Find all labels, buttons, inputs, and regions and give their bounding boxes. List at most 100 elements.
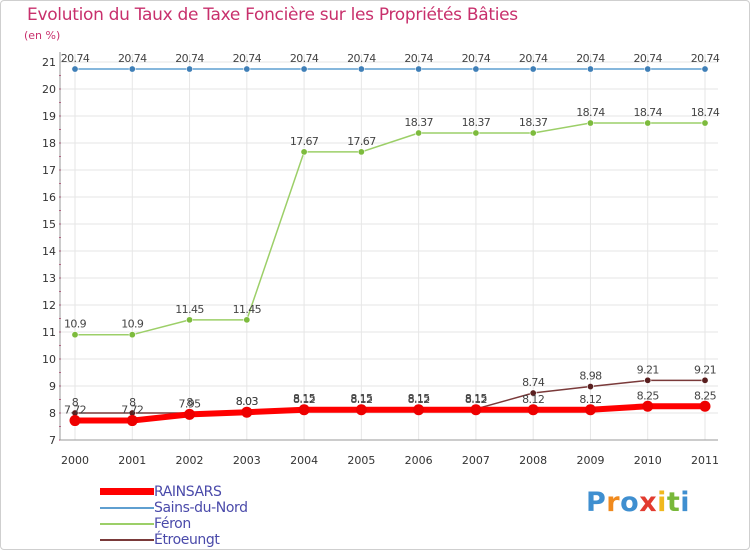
data-point-rainsars xyxy=(298,404,310,416)
data-label-rainsars: 8.12 xyxy=(350,393,372,406)
y-tick-label: 8 xyxy=(49,407,56,420)
data-label-f-ron: 18.37 xyxy=(462,116,491,129)
data-label-rainsars: 7.95 xyxy=(178,397,201,410)
y-tick-label: 12 xyxy=(42,299,56,312)
data-label--troeungt: 8.15 xyxy=(350,392,373,405)
data-label-f-ron: 17.67 xyxy=(347,135,376,148)
data-point-f-ron xyxy=(300,148,308,156)
x-tick-label: 2007 xyxy=(462,454,490,467)
legend-label-sains-du-nord: Sains-du-Nord xyxy=(154,500,248,516)
data-point-sains-du-nord xyxy=(529,65,537,73)
data-point-sains-du-nord xyxy=(243,65,251,73)
series-line-f-ron xyxy=(74,122,706,336)
data-point-sains-du-nord xyxy=(586,65,594,73)
data-label-sains-du-nord: 20.74 xyxy=(290,52,319,65)
data-label-sains-du-nord: 20.74 xyxy=(61,52,90,65)
grid xyxy=(60,54,718,441)
x-tick-label: 2011 xyxy=(691,454,719,467)
x-tick-label: 2001 xyxy=(118,454,146,467)
data-point-f-ron xyxy=(701,119,709,127)
data-point-rainsars xyxy=(642,400,654,412)
data-point-rainsars xyxy=(355,404,367,416)
data-point-rainsars xyxy=(184,408,196,420)
data-label-rainsars: 8.25 xyxy=(694,389,717,402)
data-label-f-ron: 18.74 xyxy=(633,106,662,119)
data-label--troeungt: 8.98 xyxy=(579,370,602,383)
data-point-rainsars xyxy=(527,404,539,416)
legend-label-etroeungt: Étroeungt xyxy=(154,532,220,548)
data-label--troeungt: 8 xyxy=(72,396,79,409)
data-point-rainsars xyxy=(470,404,482,416)
y-tick-label: 17 xyxy=(42,164,56,177)
data-label-rainsars: 8.12 xyxy=(293,393,315,406)
y-tick-label: 19 xyxy=(42,110,56,123)
data-point-sains-du-nord xyxy=(472,65,480,73)
data-label-rainsars: 8.12 xyxy=(465,393,487,406)
data-label-rainsars: 8.03 xyxy=(236,395,259,408)
y-tick-label: 13 xyxy=(42,272,56,285)
data-label-f-ron: 10.9 xyxy=(64,318,87,331)
y-tick-label: 20 xyxy=(42,83,56,96)
x-tick-label: 2000 xyxy=(61,454,89,467)
legend-swatch-sains-du-nord xyxy=(100,507,154,509)
data-label-f-ron: 18.74 xyxy=(576,106,605,119)
logo-letter: P xyxy=(586,487,607,518)
data-point-f-ron xyxy=(644,119,652,127)
x-tick-label: 2010 xyxy=(634,454,662,467)
logo-letter: i xyxy=(657,487,667,518)
y-tick-label: 10 xyxy=(42,353,56,366)
data-point-f-ron xyxy=(186,316,194,324)
data-point-sains-du-nord xyxy=(128,65,136,73)
y-tick-label: 21 xyxy=(42,56,56,69)
data-point-sains-du-nord xyxy=(701,65,709,73)
x-tick-label: 2008 xyxy=(519,454,547,467)
data-label-sains-du-nord: 20.74 xyxy=(691,52,720,65)
data-point-rainsars xyxy=(126,415,138,427)
data-label--troeungt: 8.15 xyxy=(408,392,431,405)
logo-letter: i xyxy=(680,487,691,518)
data-point--troeungt xyxy=(644,376,652,384)
logo-letter: x xyxy=(639,487,658,518)
data-label-f-ron: 18.37 xyxy=(519,116,548,129)
data-label-rainsars: 8.25 xyxy=(637,389,660,402)
data-label-sains-du-nord: 20.74 xyxy=(175,52,204,65)
chart-title: Evolution du Taux de Taxe Foncière sur l… xyxy=(27,5,518,25)
data-label-sains-du-nord: 20.74 xyxy=(347,52,376,65)
data-label--troeungt: 8.15 xyxy=(293,392,316,405)
y-tick-label: 14 xyxy=(42,245,56,258)
data-point-sains-du-nord xyxy=(300,65,308,73)
y-unit-label: (en %) xyxy=(24,29,61,42)
data-label--troeungt: 8.15 xyxy=(465,392,488,405)
data-point-sains-du-nord xyxy=(415,65,423,73)
x-tick-label: 2002 xyxy=(176,454,204,467)
data-label--troeungt: 8 xyxy=(129,396,136,409)
data-label-f-ron: 11.45 xyxy=(175,303,204,316)
data-point-sains-du-nord xyxy=(71,65,79,73)
axes: 7 8 9 10 11 12 13 14 15 16 17 18 19 20 21 2000 2001 2002 2… xyxy=(42,52,719,467)
x-tick-label: 2005 xyxy=(347,454,375,467)
data-label-sains-du-nord: 20.74 xyxy=(633,52,662,65)
legend-swatch-etroeungt xyxy=(100,539,154,541)
data-point--troeungt xyxy=(586,383,594,391)
data-point-f-ron xyxy=(71,331,79,339)
y-tick-label: 9 xyxy=(49,380,56,393)
logo-letter: t xyxy=(666,487,681,518)
data-point--troeungt xyxy=(529,389,537,397)
data-point-sains-du-nord xyxy=(186,65,194,73)
logo-letter: r xyxy=(606,487,621,518)
data-label-f-ron: 17.67 xyxy=(290,135,319,148)
data-point-sains-du-nord xyxy=(357,65,365,73)
legend-label-rainsars: RAINSARS xyxy=(154,484,222,500)
data-labels: 20.74 20.74 20.74 20.74 20.74 20.74 20.74 20.74… xyxy=(61,52,721,417)
data-label-rainsars: 8.12 xyxy=(579,393,601,406)
x-tick-label: 2004 xyxy=(290,454,318,467)
data-label--troeungt: 9.21 xyxy=(637,363,659,376)
data-point-f-ron xyxy=(586,119,594,127)
data-label-f-ron: 18.37 xyxy=(404,116,433,129)
data-label--troeungt: 8.74 xyxy=(522,376,545,389)
data-point-rainsars xyxy=(69,415,81,427)
series-layer xyxy=(69,65,711,427)
data-label-sains-du-nord: 20.74 xyxy=(576,52,605,65)
